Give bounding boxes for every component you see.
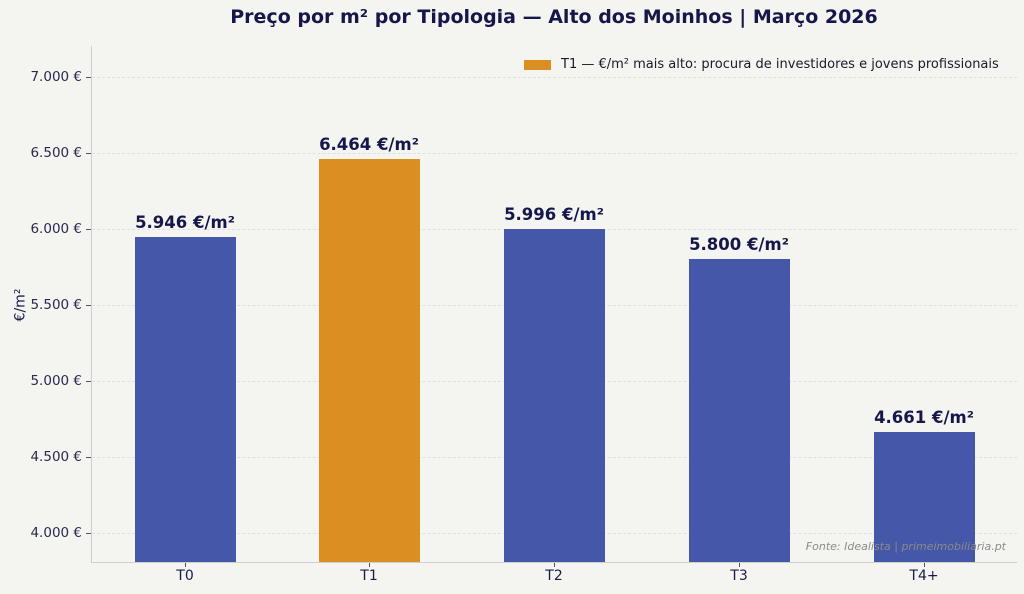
bar-value-label: 5.946 €/m² [135, 213, 235, 232]
y-tick-label: 6.500 € [30, 145, 82, 161]
x-tick [924, 563, 925, 567]
bar-value-label: 4.661 €/m² [874, 408, 974, 427]
x-tick [739, 563, 740, 567]
y-tick-label: 7.000 € [30, 69, 82, 85]
x-tick-label: T3 [730, 568, 748, 584]
y-tick [86, 77, 91, 78]
x-tick-label: T1 [360, 568, 378, 584]
bar-value-label: 5.996 €/m² [504, 205, 604, 224]
y-tick-label: 6.000 € [30, 221, 82, 237]
bar-value-label: 5.800 €/m² [689, 235, 789, 254]
y-tick [86, 533, 91, 534]
x-tick [185, 563, 186, 567]
y-tick [86, 457, 91, 458]
y-tick [86, 229, 91, 230]
chart-title: Preço por m² por Tipologia — Alto dos Mo… [230, 6, 878, 28]
y-tick [86, 153, 91, 154]
y-tick [86, 305, 91, 306]
legend: T1 — €/m² mais alto: procura de investid… [524, 57, 999, 72]
gridline [92, 153, 1017, 154]
x-tick [369, 563, 370, 567]
y-tick-label: 4.500 € [30, 449, 82, 465]
y-tick-label: 5.000 € [30, 373, 82, 389]
y-axis-title: €/m² [12, 288, 29, 322]
plot-area: 4.000 € 4.500 € 5.000 € 5.500 € 6.000 € … [30, 46, 1017, 584]
x-tick-label: T4+ [909, 568, 939, 584]
bar-value-label: 6.464 €/m² [319, 135, 419, 154]
bar-t2 [504, 229, 605, 562]
source-annotation: Fonte: Idealista | primeimobiliaria.pt [805, 540, 1006, 553]
gridline [92, 77, 1017, 78]
bar-t3 [689, 259, 790, 562]
y-tick-label: 5.500 € [30, 297, 82, 313]
legend-swatch [524, 59, 551, 70]
bar-t0 [135, 237, 236, 562]
bar-t4plus [874, 432, 975, 562]
bar-t1 [319, 159, 420, 562]
legend-label: T1 — €/m² mais alto: procura de investid… [561, 57, 999, 72]
x-tick-label: T2 [545, 568, 563, 584]
x-tick [554, 563, 555, 567]
x-tick-label: T0 [176, 568, 194, 584]
y-tick-label: 4.000 € [30, 525, 82, 541]
y-tick [86, 381, 91, 382]
